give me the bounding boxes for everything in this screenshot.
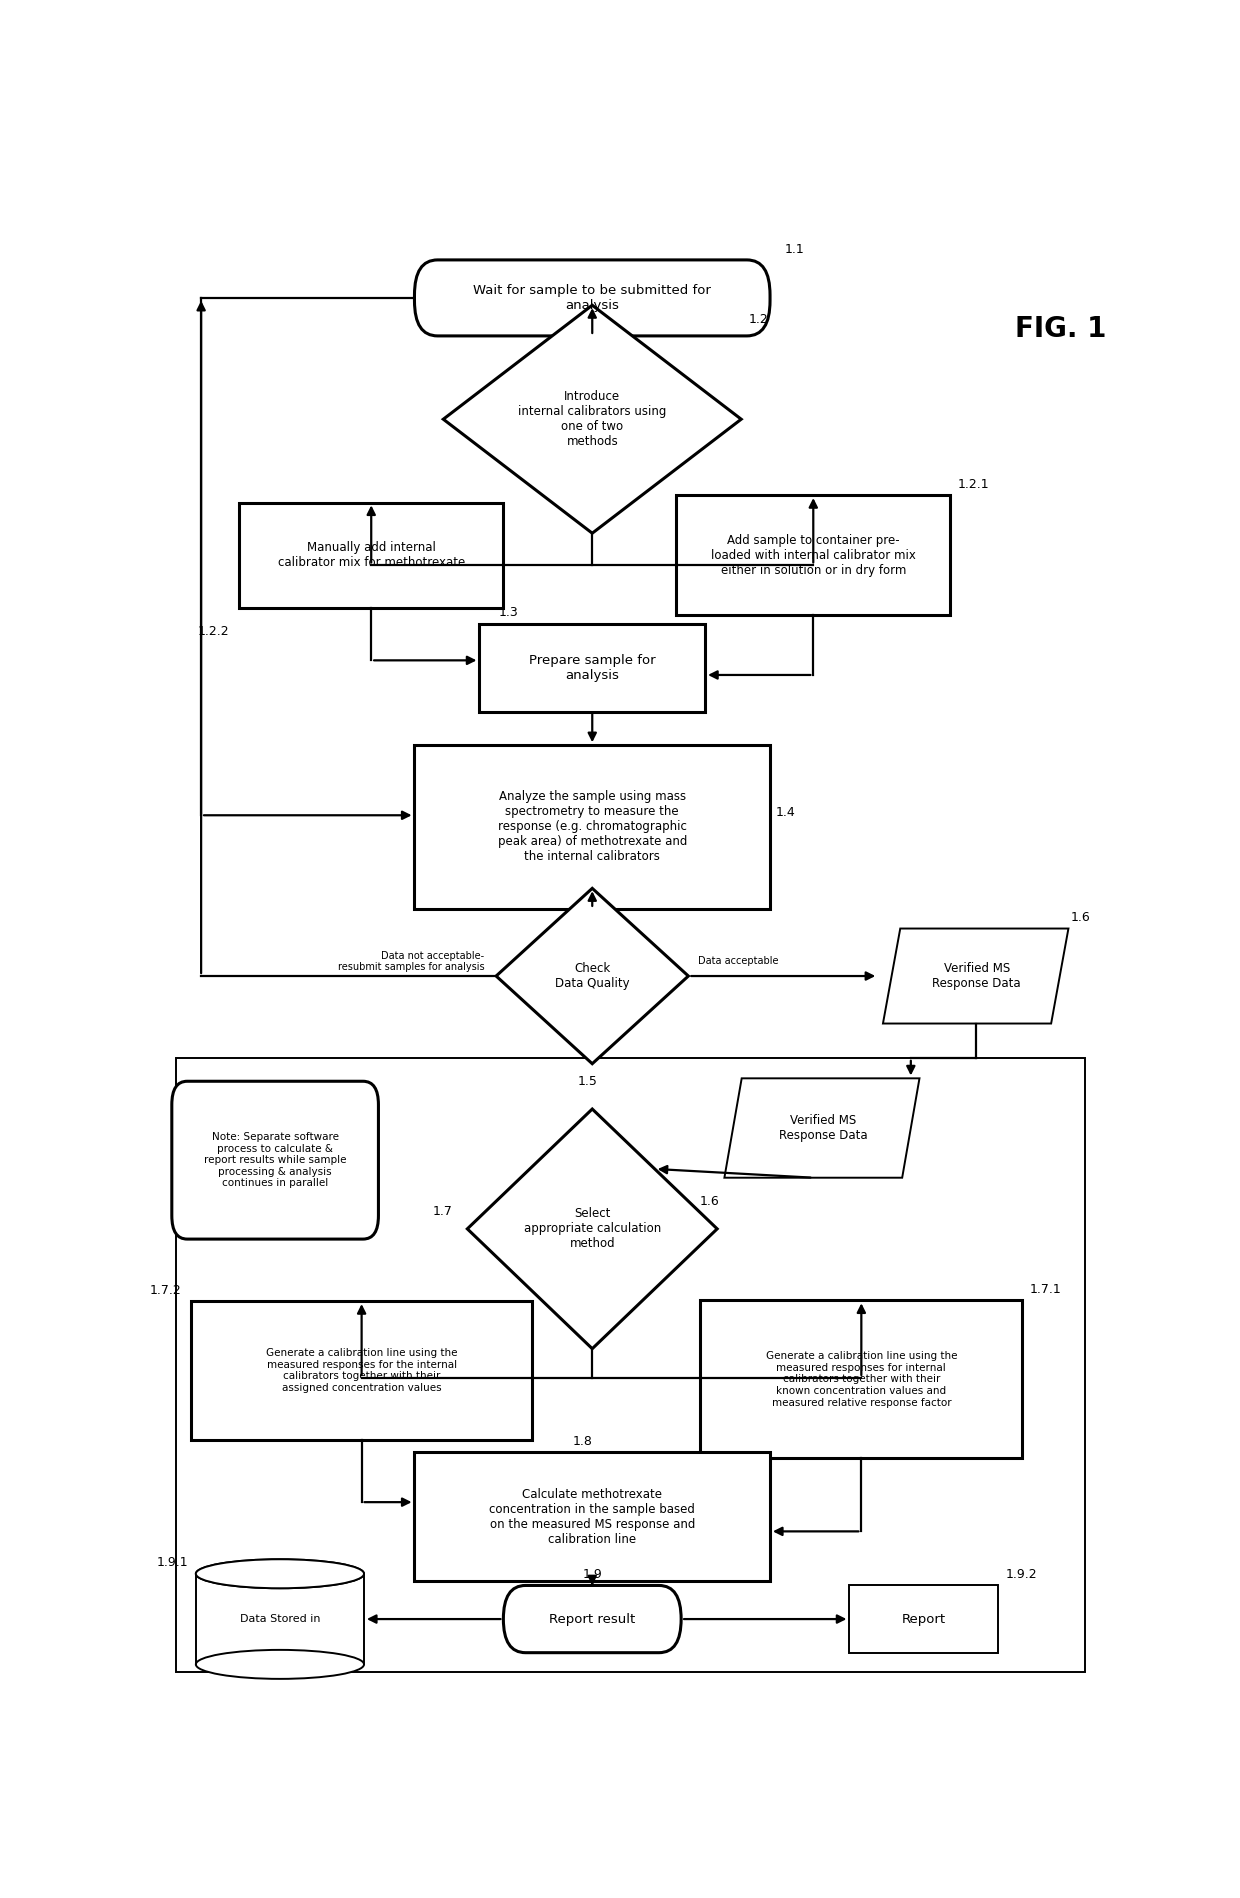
Bar	[676, 495, 950, 615]
Polygon shape	[883, 928, 1069, 1023]
Ellipse shape	[196, 1560, 365, 1589]
Text: Prepare sample for
analysis: Prepare sample for analysis	[529, 653, 656, 681]
Bar	[239, 503, 503, 607]
Text: 1.7: 1.7	[433, 1205, 453, 1219]
Text: Report result: Report result	[549, 1613, 635, 1625]
Text: 1.4: 1.4	[776, 807, 796, 818]
Text: 1.9.1: 1.9.1	[156, 1556, 188, 1570]
Text: Note: Separate software
process to calculate &
report results while sample
proce: Note: Separate software process to calcu…	[203, 1131, 346, 1188]
Text: 1.1: 1.1	[785, 243, 805, 256]
Text: 1.2: 1.2	[749, 313, 769, 326]
Text: Introduce
internal calibrators using
one of two
methods: Introduce internal calibrators using one…	[518, 391, 666, 448]
Polygon shape	[496, 888, 688, 1063]
Text: 1.5: 1.5	[578, 1076, 598, 1088]
Bar	[191, 1302, 532, 1441]
Text: Generate a calibration line using the
measured responses for the internal
calibr: Generate a calibration line using the me…	[265, 1348, 458, 1393]
Text: Data not acceptable-
resubmit samples for analysis: Data not acceptable- resubmit samples fo…	[339, 951, 485, 972]
Polygon shape	[724, 1078, 920, 1177]
Text: Calculate methotrexate
concentration in the sample based
on the measured MS resp: Calculate methotrexate concentration in …	[490, 1488, 696, 1545]
Text: 1.6: 1.6	[1070, 911, 1090, 924]
Bar	[701, 1300, 1022, 1458]
Text: Verified MS
Response Data: Verified MS Response Data	[779, 1114, 867, 1143]
Text: Select
appropriate calculation
method: Select appropriate calculation method	[523, 1207, 661, 1251]
Bar	[196, 1573, 365, 1665]
Text: Generate a calibration line using the
measured responses for internal
calibrator: Generate a calibration line using the me…	[765, 1351, 957, 1408]
Polygon shape	[444, 306, 742, 533]
Polygon shape	[467, 1108, 717, 1349]
Text: 1.9.2: 1.9.2	[1006, 1568, 1038, 1581]
Text: 1.7.2: 1.7.2	[150, 1283, 181, 1296]
Text: 1.7.1: 1.7.1	[1030, 1283, 1061, 1296]
Ellipse shape	[196, 1560, 365, 1589]
Bar	[849, 1585, 998, 1653]
FancyBboxPatch shape	[503, 1585, 681, 1653]
Text: Add sample to container pre-
loaded with internal calibrator mix
either in solut: Add sample to container pre- loaded with…	[711, 533, 915, 577]
Text: 1.2.2: 1.2.2	[198, 624, 229, 638]
Text: Data Stored in: Data Stored in	[239, 1613, 320, 1625]
Text: Verified MS
Response Data: Verified MS Response Data	[932, 962, 1021, 991]
Text: Check
Data Quality: Check Data Quality	[556, 962, 630, 991]
Ellipse shape	[196, 1649, 365, 1680]
Bar	[480, 624, 706, 712]
Bar	[414, 1452, 770, 1581]
Text: 1.9: 1.9	[583, 1568, 603, 1581]
Bar	[176, 1057, 1085, 1672]
Text: 1.2.1: 1.2.1	[959, 478, 990, 492]
Text: 1.6: 1.6	[699, 1196, 719, 1209]
Text: Data acceptable: Data acceptable	[698, 957, 779, 966]
Text: Analyze the sample using mass
spectrometry to measure the
response (e.g. chromat: Analyze the sample using mass spectromet…	[497, 790, 687, 864]
Text: Manually add internal
calibrator mix for methotrexate: Manually add internal calibrator mix for…	[278, 541, 465, 569]
Text: 1.3: 1.3	[498, 607, 518, 619]
FancyBboxPatch shape	[414, 260, 770, 336]
Text: Wait for sample to be submitted for
analysis: Wait for sample to be submitted for anal…	[474, 285, 712, 311]
Text: FIG. 1: FIG. 1	[1016, 315, 1106, 344]
Bar	[414, 746, 770, 909]
FancyBboxPatch shape	[172, 1082, 378, 1239]
Text: 1.8: 1.8	[573, 1435, 593, 1448]
Text: Report: Report	[901, 1613, 946, 1625]
